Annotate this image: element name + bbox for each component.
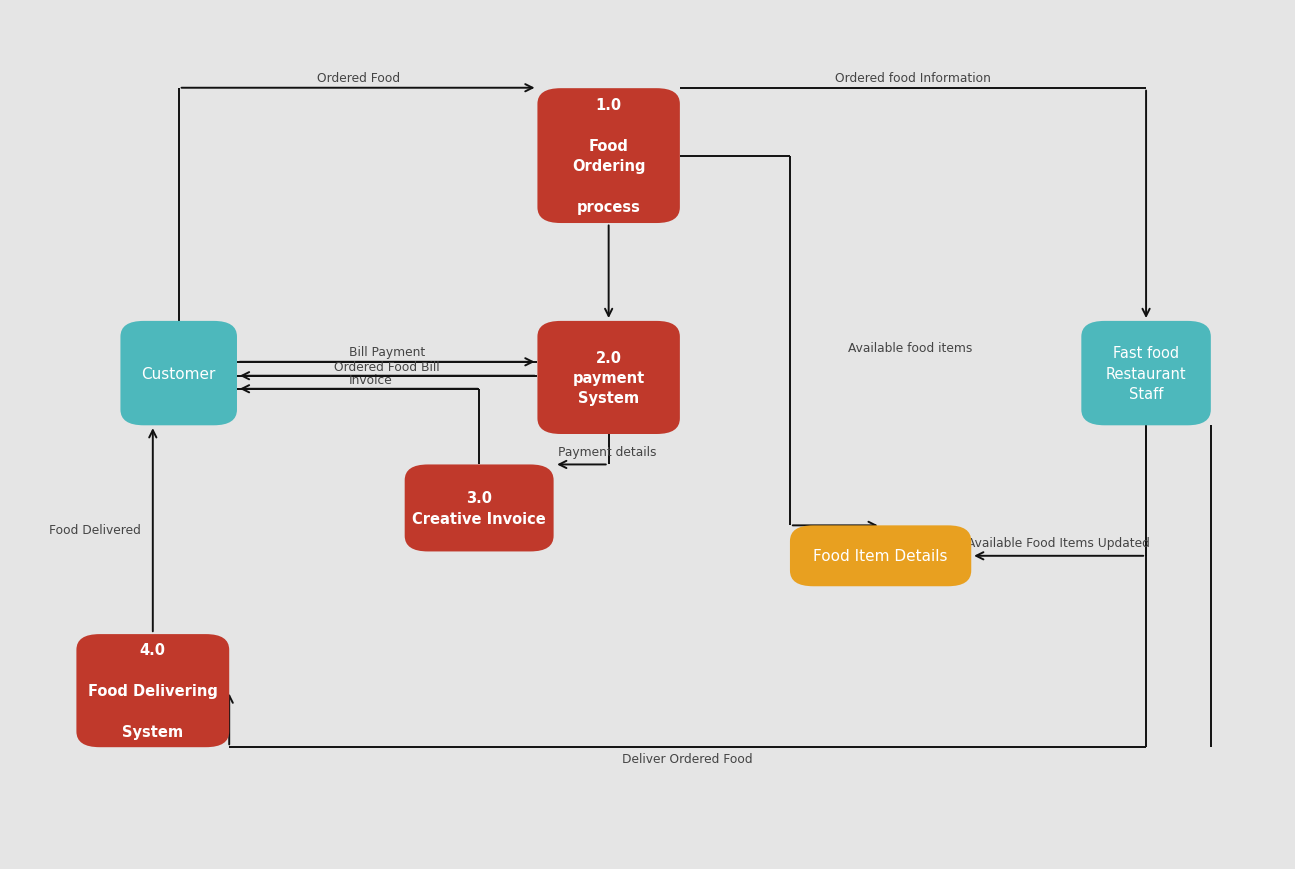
Text: Available Food Items Updated: Available Food Items Updated	[967, 537, 1150, 549]
FancyBboxPatch shape	[76, 634, 229, 747]
FancyBboxPatch shape	[1081, 322, 1211, 426]
FancyBboxPatch shape	[537, 90, 680, 223]
Text: Payment details: Payment details	[558, 446, 657, 458]
Text: Food Delivered: Food Delivered	[49, 524, 140, 536]
Text: Ordered Food: Ordered Food	[316, 72, 400, 84]
Text: Ordered Food Bill: Ordered Food Bill	[334, 361, 440, 373]
FancyBboxPatch shape	[537, 322, 680, 434]
Text: Fast food
Restaurant
Staff: Fast food Restaurant Staff	[1106, 346, 1186, 401]
Text: Customer: Customer	[141, 366, 216, 381]
Text: Available food items: Available food items	[848, 342, 973, 354]
FancyBboxPatch shape	[120, 322, 237, 426]
FancyBboxPatch shape	[404, 465, 553, 552]
Text: Deliver Ordered Food: Deliver Ordered Food	[623, 753, 752, 765]
FancyBboxPatch shape	[790, 526, 971, 587]
Text: 4.0

Food Delivering

System: 4.0 Food Delivering System	[88, 642, 218, 740]
Text: Invoice: Invoice	[350, 374, 392, 386]
Text: Bill Payment: Bill Payment	[350, 346, 425, 358]
Text: Ordered food Information: Ordered food Information	[835, 72, 991, 84]
Text: 1.0

Food
Ordering

process: 1.0 Food Ordering process	[572, 98, 645, 215]
Text: 2.0
payment
System: 2.0 payment System	[572, 350, 645, 406]
Text: 3.0
Creative Invoice: 3.0 Creative Invoice	[412, 491, 546, 526]
Text: Food Item Details: Food Item Details	[813, 548, 948, 564]
